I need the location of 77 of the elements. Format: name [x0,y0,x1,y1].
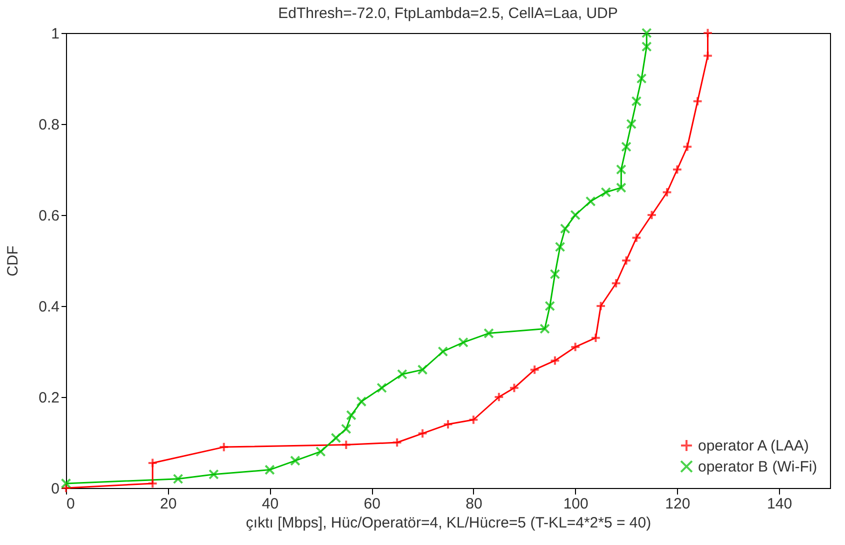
y-axis-title: CDF [4,246,22,276]
point [610,278,622,288]
point [682,142,693,152]
legend-label: operator B (Wi-Fi) [698,458,818,476]
point [596,300,606,312]
point [218,442,230,452]
point [529,364,540,375]
point [376,382,387,394]
x-axis-title: çıktı [Mbps], Hüc/Operatör=4, KL/Hücre=5 (T-KL=4*2*5 = 40) [246,514,652,532]
point [417,428,428,439]
x-tick-label: 120 [665,496,690,512]
point [290,456,300,466]
y-tick-label: 1 [51,26,60,42]
point [560,223,570,234]
point [494,392,504,402]
point [590,332,601,344]
point [626,118,637,130]
point [616,182,626,193]
point [392,437,402,448]
point [458,337,468,348]
point [550,268,560,280]
point [340,424,352,434]
x-tick-label: 60 [364,496,380,512]
point [641,41,652,52]
x-tick-label: 40 [262,496,279,512]
x-tick-label: 100 [563,496,588,512]
point [641,28,652,38]
point [550,355,560,366]
point [616,164,626,175]
point [646,210,657,220]
point [356,396,367,407]
point [442,419,454,430]
point [208,469,219,480]
point [509,382,520,394]
point [662,187,672,198]
point [585,196,596,207]
point [172,474,184,484]
x-tick-label: 80 [466,496,482,512]
point [570,342,581,352]
point [264,464,275,475]
point [702,50,713,61]
legend-label: operator A (LAA) [698,438,809,454]
y-tick-label: 0.2 [38,390,60,406]
point [631,232,642,243]
point [147,478,158,489]
x-tick-label: 0 [66,496,75,512]
point [60,482,72,494]
point [340,440,352,450]
point [484,328,494,338]
point [315,446,326,457]
point [396,369,408,380]
point [600,187,612,198]
x-tick-label: 20 [160,496,177,512]
point [346,410,356,420]
point [621,255,632,266]
point [570,210,581,220]
point [438,346,448,357]
point [468,414,479,425]
point [417,364,428,375]
point [631,96,642,106]
point [330,432,342,444]
point [554,242,566,252]
point [636,73,647,84]
point [60,478,72,489]
point [544,300,556,312]
y-tick-label: 0 [51,480,60,498]
point [540,324,550,334]
chart-title: EdThresh=-72.0, FtpLambda=2.5, CellA=Laa, UDP [278,4,618,22]
y-tick-label: 0.8 [38,116,60,134]
point [692,96,703,106]
point [702,28,713,38]
y-tick-label: 0.4 [38,298,60,316]
x-tick-label: 140 [767,496,792,512]
point [672,164,682,175]
y-tick-label: 0.6 [38,208,60,224]
point [147,458,158,468]
point [621,142,632,152]
